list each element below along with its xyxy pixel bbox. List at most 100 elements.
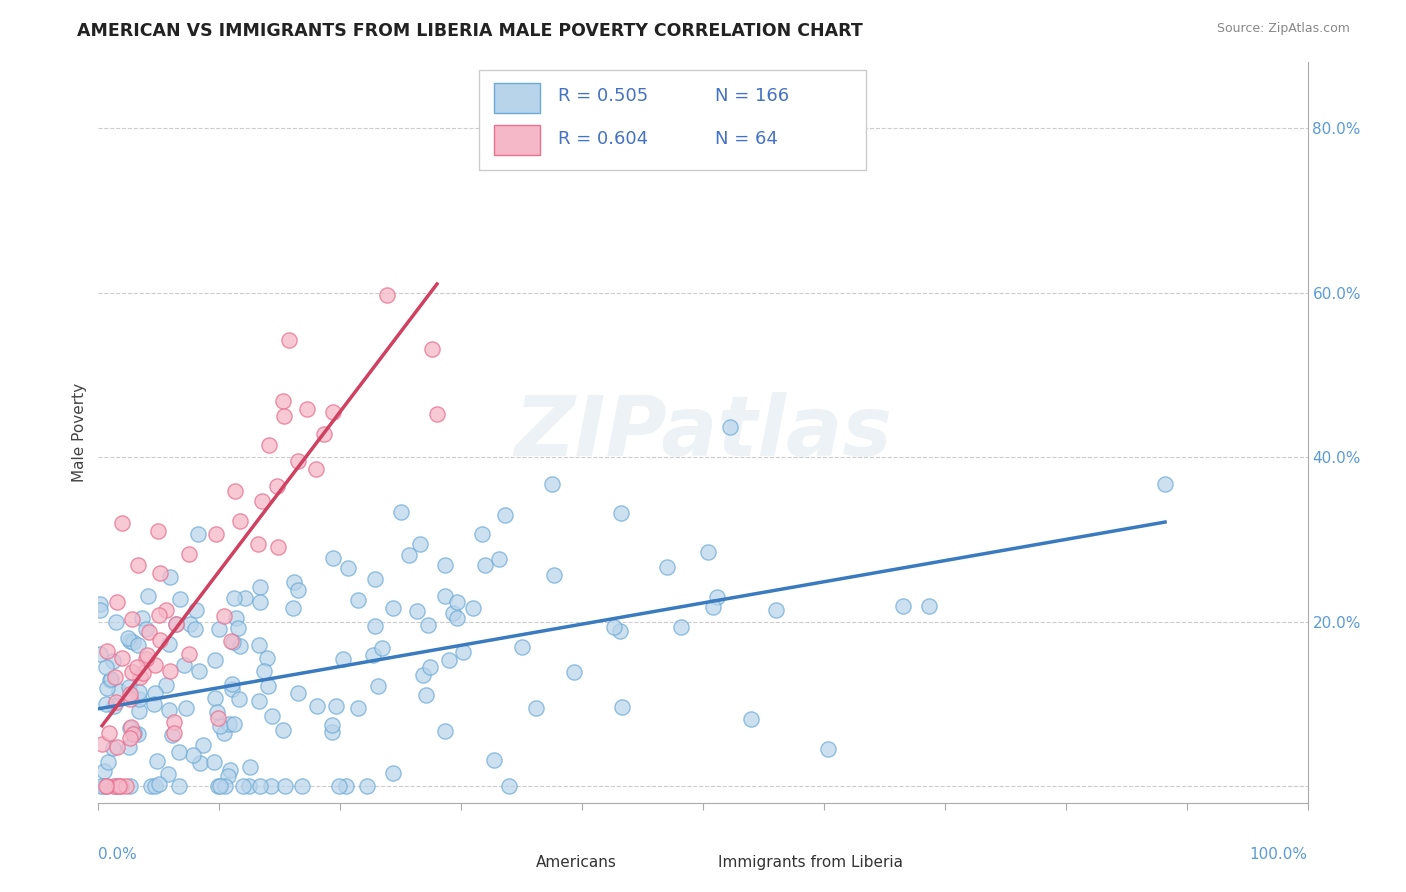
Point [434,558,457,572]
Point [277,333,299,347]
Point [541,476,564,491]
Point [322,551,344,566]
Point [115,780,138,794]
Text: R = 0.505: R = 0.505 [558,87,648,104]
Text: R = 0.604: R = 0.604 [558,129,648,148]
Point [181,747,204,762]
Point [398,548,420,562]
Point [162,728,184,742]
Text: Source: ZipAtlas.com: Source: ZipAtlas.com [1216,22,1350,36]
Point [145,754,167,768]
Point [136,590,159,604]
Point [439,653,461,667]
Point [474,558,496,573]
Point [322,405,344,419]
Point [562,665,585,679]
Point [111,516,134,531]
Point [249,595,271,609]
Point [260,780,283,794]
Point [104,670,127,684]
Point [159,664,181,678]
Point [89,647,111,661]
Point [121,612,143,626]
Point [89,597,111,611]
Point [222,635,245,649]
Point [702,599,724,614]
Point [163,725,186,739]
Point [412,668,434,682]
Text: Immigrants from Liberia: Immigrants from Liberia [717,855,903,870]
Bar [498,853,527,871]
Text: N = 64: N = 64 [716,129,778,148]
Point [524,701,547,715]
Point [356,780,378,794]
Point [364,619,387,633]
Point [118,692,141,706]
Point [273,723,295,737]
Point [148,633,170,648]
Point [167,780,190,794]
Point [610,700,633,714]
Point [364,572,387,586]
Text: AMERICAN VS IMMIGRANTS FROM LIBERIA MALE POVERTY CORRELATION CHART: AMERICAN VS IMMIGRANTS FROM LIBERIA MALE… [77,22,863,40]
Point [337,561,360,575]
Point [127,727,149,741]
Text: 100.0%: 100.0% [1250,847,1308,863]
Point [167,745,190,759]
Point [224,483,246,498]
Point [416,617,439,632]
Point [415,689,437,703]
Point [325,699,347,714]
Point [96,644,118,658]
Point [120,720,142,734]
Point [165,617,187,632]
Point [267,540,290,554]
Point [228,691,250,706]
Point [494,508,516,522]
Point [287,454,309,468]
Point [246,537,269,551]
Point [98,673,121,687]
Point [105,595,128,609]
Point [103,654,125,668]
Point [249,638,271,652]
Point [363,648,385,663]
Point [142,697,165,711]
Point [202,755,225,769]
Point [94,659,117,673]
Point [247,694,270,708]
Point [127,558,149,573]
Point [97,755,120,769]
Point [335,780,357,794]
Point [159,570,181,584]
Point [446,595,468,609]
Point [118,731,141,745]
Point [347,701,370,715]
Point [217,769,239,783]
Point [205,527,228,541]
Point [218,717,240,731]
Point [204,652,226,666]
Point [257,437,280,451]
Point [155,603,177,617]
Point [155,678,177,692]
Point [96,681,118,695]
Point [696,545,718,559]
Point [148,777,170,791]
Point [118,680,141,694]
Point [96,697,118,711]
Point [239,760,262,774]
Point [129,671,152,685]
Point [406,604,429,618]
Point [222,591,245,605]
Point [128,691,150,706]
Point [127,638,149,652]
Point [105,695,128,709]
Point [249,780,271,794]
Point [100,672,122,686]
Point [104,780,127,794]
Point [96,780,118,794]
Point [118,687,141,701]
Point [222,717,245,731]
Point [120,722,142,736]
